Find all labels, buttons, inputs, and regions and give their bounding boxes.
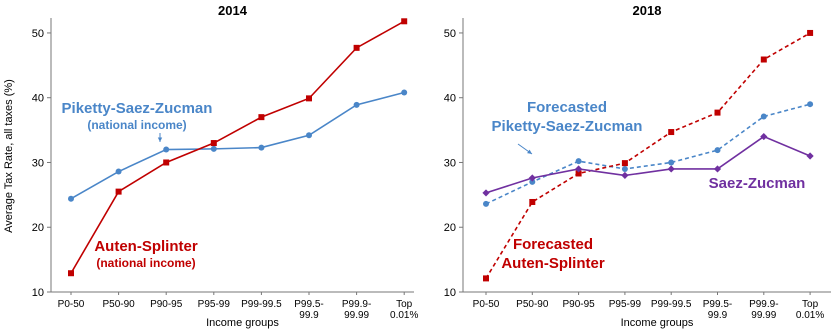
x-tick-label: P50-90 bbox=[102, 299, 135, 310]
x-tick-label: Top bbox=[802, 299, 819, 310]
data-point bbox=[68, 270, 74, 277]
series-line bbox=[70, 91, 405, 200]
x-tick-label: P99-99.5 bbox=[651, 299, 692, 310]
y-tick-label: 40 bbox=[444, 93, 456, 105]
data-point bbox=[668, 129, 675, 136]
x-tick-label: P50-90 bbox=[516, 299, 549, 310]
data-point bbox=[667, 165, 675, 173]
series-label: Forecasted bbox=[527, 99, 607, 116]
x-tick-label: P0-50 bbox=[58, 299, 85, 310]
data-point bbox=[353, 101, 360, 108]
data-point bbox=[621, 160, 628, 167]
y-tick-label: 20 bbox=[444, 222, 456, 234]
x-tick-label: 99.99 bbox=[344, 310, 369, 321]
x-tick-label: P99.9- bbox=[749, 299, 778, 310]
data-point bbox=[353, 44, 360, 51]
annotation-arrowhead bbox=[157, 137, 163, 142]
y-tick-label: 50 bbox=[444, 28, 456, 40]
annotation-arrowhead bbox=[527, 149, 532, 154]
y-tick-label: 40 bbox=[32, 93, 44, 105]
series-line bbox=[485, 32, 811, 279]
series-label: Piketty-Saez-Zucman bbox=[62, 100, 213, 117]
data-point bbox=[306, 95, 312, 102]
chart-title: 2014 bbox=[218, 3, 248, 18]
x-tick-label: P99.5- bbox=[294, 299, 323, 310]
data-point bbox=[483, 200, 489, 207]
series-line bbox=[70, 20, 405, 274]
series-label: Auten-Splinter bbox=[501, 255, 604, 272]
data-point bbox=[210, 140, 217, 147]
x-tick-label: 99.99 bbox=[751, 310, 776, 321]
data-point bbox=[68, 195, 74, 202]
data-point bbox=[575, 170, 582, 177]
series-label: Saez-Zucman bbox=[709, 175, 806, 192]
x-axis-label: Income groups bbox=[206, 317, 279, 329]
x-tick-label: P90-95 bbox=[562, 299, 595, 310]
data-point bbox=[528, 174, 536, 182]
y-tick-label: 30 bbox=[444, 157, 456, 169]
data-point bbox=[482, 189, 490, 197]
y-tick-label: 10 bbox=[444, 287, 456, 299]
x-tick-label: P90-95 bbox=[150, 299, 183, 310]
data-point bbox=[714, 147, 721, 154]
x-tick-label: 0.01% bbox=[390, 310, 418, 321]
data-point bbox=[115, 168, 122, 175]
data-point bbox=[713, 165, 722, 173]
data-point bbox=[401, 89, 408, 96]
data-point bbox=[529, 178, 536, 185]
data-point bbox=[258, 144, 265, 151]
data-point bbox=[401, 18, 408, 25]
x-tick-label: 99.9 bbox=[708, 310, 728, 321]
x-tick-label: P0-50 bbox=[473, 299, 500, 310]
x-tick-label: 0.01% bbox=[796, 310, 824, 321]
chart-title: 2018 bbox=[633, 3, 662, 18]
data-point bbox=[258, 114, 265, 121]
y-axis-label: Average Tax Rate, all taxes (%) bbox=[3, 79, 15, 233]
series-label: Auten-Splinter bbox=[94, 238, 197, 255]
data-point bbox=[621, 171, 629, 180]
x-tick-label: Top bbox=[396, 299, 413, 310]
data-point bbox=[760, 113, 767, 120]
data-point bbox=[115, 188, 122, 195]
data-point bbox=[163, 159, 170, 166]
data-point bbox=[306, 132, 312, 139]
data-point bbox=[529, 198, 536, 205]
data-point bbox=[760, 56, 767, 63]
series-label: Piketty-Saez-Zucman bbox=[492, 118, 643, 135]
data-point bbox=[668, 159, 675, 166]
data-point bbox=[760, 132, 768, 141]
data-point bbox=[483, 275, 489, 282]
data-point bbox=[714, 109, 721, 116]
data-point bbox=[807, 101, 814, 108]
y-tick-label: 50 bbox=[32, 28, 44, 40]
y-tick-label: 20 bbox=[32, 222, 44, 234]
data-point bbox=[210, 145, 217, 152]
x-tick-label: P99.9- bbox=[342, 299, 371, 310]
series-label: Forecasted bbox=[513, 236, 593, 253]
data-point bbox=[575, 158, 582, 165]
data-point bbox=[621, 165, 628, 172]
series-label: (national income) bbox=[96, 256, 195, 270]
series-line bbox=[485, 103, 811, 205]
x-axis-label: Income groups bbox=[621, 317, 694, 329]
data-point bbox=[806, 152, 814, 160]
y-tick-label: 10 bbox=[32, 287, 44, 299]
data-point bbox=[163, 146, 170, 153]
series-line bbox=[485, 135, 811, 194]
y-tick-label: 30 bbox=[32, 157, 44, 169]
x-tick-label: P99.5- bbox=[703, 299, 732, 310]
x-tick-label: P95-99 bbox=[198, 299, 231, 310]
x-tick-label: 99.9 bbox=[299, 310, 319, 321]
x-tick-label: P99-99.5 bbox=[241, 299, 282, 310]
series-label: (national income) bbox=[87, 118, 186, 132]
x-tick-label: P95-99 bbox=[609, 299, 642, 310]
data-point bbox=[807, 29, 814, 36]
data-point bbox=[575, 165, 583, 173]
